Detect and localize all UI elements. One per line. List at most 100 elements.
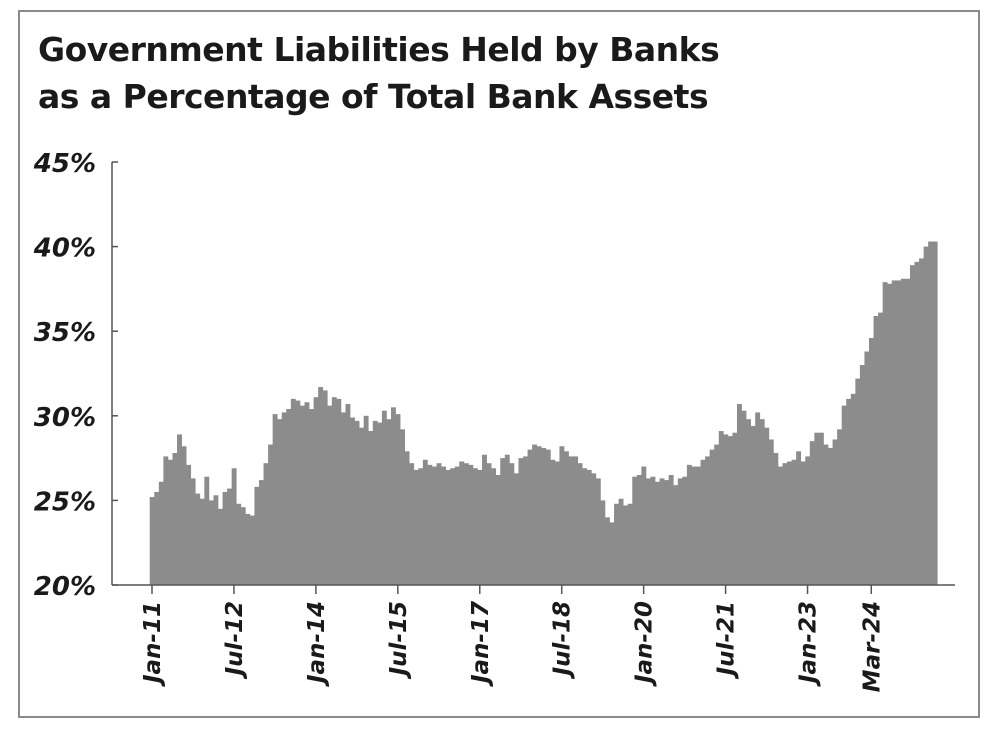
bar (518, 458, 524, 585)
bars-group (149, 241, 938, 585)
bar (554, 461, 560, 585)
x-tick-label: Jan-14 (304, 601, 330, 687)
bar (504, 454, 510, 585)
x-tick-label: Jan-20 (632, 601, 658, 687)
bar (623, 505, 629, 585)
bar (714, 444, 720, 585)
bar (700, 459, 706, 585)
bar (532, 444, 538, 585)
y-axis-ticks: 20% 25% 30% 35% 40% 45% (33, 149, 118, 602)
bar (204, 476, 210, 585)
bar (868, 337, 874, 585)
bar (331, 397, 337, 585)
bar (249, 515, 255, 585)
bar (445, 469, 451, 585)
bar (154, 491, 160, 585)
bar (727, 436, 733, 585)
bar (768, 439, 774, 585)
y-tick-label: 35% (34, 318, 96, 348)
bar (855, 378, 861, 585)
bar (500, 458, 506, 585)
bar (472, 468, 478, 585)
bar (336, 398, 342, 585)
bar (400, 429, 405, 585)
bar (800, 461, 806, 585)
bar (313, 397, 319, 585)
bar (905, 278, 911, 585)
bar (791, 459, 797, 585)
bar (290, 398, 296, 585)
bar (932, 241, 938, 585)
bar (673, 485, 679, 585)
bar (586, 469, 592, 585)
x-tick-label: Jan-23 (796, 601, 822, 687)
bar (891, 280, 897, 585)
bar (782, 463, 788, 585)
x-tick-label: Jul-18 (550, 601, 576, 679)
bar (550, 459, 556, 585)
bar (677, 478, 683, 585)
bar (199, 498, 205, 585)
bar (409, 463, 415, 585)
bar (650, 476, 656, 585)
bar (436, 463, 442, 585)
x-tick-label: Jan-17 (468, 601, 494, 687)
bar (258, 480, 264, 585)
bar (363, 415, 369, 585)
bar (318, 387, 324, 585)
bar (837, 429, 843, 585)
bar (764, 427, 770, 585)
bar (545, 449, 551, 585)
bar (404, 451, 410, 585)
bar (809, 441, 815, 585)
bar (213, 495, 219, 585)
bar (395, 414, 401, 585)
bar (814, 432, 820, 585)
bar (286, 409, 292, 585)
bar (263, 463, 269, 585)
bar (805, 456, 811, 585)
axes-group (111, 162, 955, 586)
bar (277, 419, 283, 585)
bar (386, 419, 392, 585)
bar (846, 398, 852, 585)
bar (272, 414, 278, 585)
bar (513, 473, 519, 585)
bar (573, 456, 578, 585)
bar (928, 241, 934, 585)
chart-title: Government Liabilities Held by Banks as … (38, 26, 938, 120)
bar (240, 507, 246, 585)
x-tick-label: Mar-24 (859, 601, 885, 692)
bar (236, 503, 242, 585)
bar (427, 464, 433, 585)
bar (823, 444, 829, 585)
bar (222, 491, 228, 585)
bar (614, 503, 619, 585)
bar (541, 447, 547, 585)
bar (563, 451, 569, 585)
bar (536, 446, 542, 585)
bar (850, 393, 856, 585)
y-tick-label: 20% (34, 572, 96, 602)
bar (627, 503, 633, 585)
bar (641, 466, 647, 585)
bar (327, 405, 333, 585)
bar (709, 449, 715, 585)
bar (254, 486, 260, 585)
bar (559, 446, 565, 585)
bar (477, 469, 483, 585)
x-axis-ticks: Jan-11 Jul-12 Jan-14 Jul-15 Jan-17 Jul-18 Jan-… (140, 585, 885, 692)
bar (909, 265, 915, 585)
bar (245, 513, 251, 585)
bar (218, 508, 223, 585)
chart-title-line-2: as a Percentage of Total Bank Assets (38, 77, 709, 116)
bar (377, 422, 383, 585)
bar (759, 419, 765, 585)
bar (350, 417, 355, 585)
bar (304, 402, 310, 585)
bar (736, 403, 742, 585)
bar (655, 481, 660, 585)
bar (732, 432, 738, 585)
bar (818, 432, 824, 585)
bar (914, 261, 920, 585)
